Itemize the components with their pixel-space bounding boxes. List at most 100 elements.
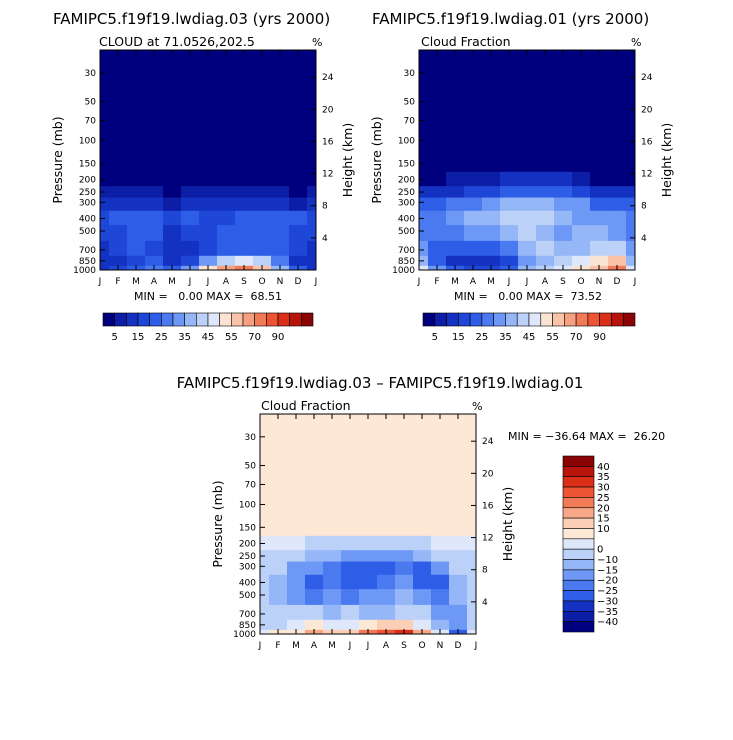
heatmap-cell (536, 224, 555, 241)
y-tick-label: 300 (398, 198, 415, 208)
colorbar-swatch (196, 312, 209, 327)
heatmap-cell (323, 588, 342, 605)
heatmap-cell (428, 210, 447, 226)
colorbar-swatch (562, 528, 595, 540)
x-tick-label: A (542, 277, 549, 287)
heatmap-cell (307, 265, 317, 271)
heatmap-cell (500, 171, 519, 187)
heatmap-cell (626, 240, 636, 256)
heatmap-cell (289, 185, 308, 198)
x-tick-label: J (417, 277, 421, 287)
heatmap-cell (500, 240, 519, 256)
heatmap-cell (217, 224, 236, 241)
heatmap-cell (536, 210, 555, 226)
heatmap-cell (289, 197, 308, 211)
heatmap-cell (377, 549, 396, 562)
x-tick-label: M (292, 641, 300, 651)
colorbar-swatch (562, 466, 595, 478)
title-panel-2: FAMIPC5.f19f19.lwdiag.01 (yrs 2000) (372, 10, 649, 28)
heatmap-cell (341, 514, 360, 536)
colorbar-label: −15 (597, 565, 618, 576)
x-tick-label: A (311, 641, 318, 651)
heatmap-cell (109, 185, 128, 198)
heatmap-cell (482, 255, 501, 266)
heatmap-cell (395, 561, 414, 575)
y-tick-label: 500 (398, 227, 415, 237)
heatmap-cell (428, 150, 447, 172)
colorbar: 5 15 25 35 45 55 70 90 (102, 312, 314, 343)
subtitle-panel-3: Cloud Fraction (261, 398, 351, 413)
y2-axis-title: Height (km) (340, 123, 355, 197)
heatmap-cell (395, 588, 414, 605)
heatmap-cell (307, 210, 317, 226)
heatmap-cell (536, 185, 555, 198)
heatmap-cell (181, 240, 200, 256)
colorbar-swatch (562, 497, 595, 509)
heatmap-cell (428, 185, 447, 198)
percent-label-2: % (631, 36, 641, 49)
x-tick-label: D (455, 641, 462, 651)
y-tick-label: 500 (239, 591, 256, 601)
colorbar-swatch (184, 312, 197, 327)
colorbar-label: 25 (597, 493, 610, 504)
y2-tick-label: 24 (482, 437, 494, 447)
heatmap-cell (482, 210, 501, 226)
heatmap-cell (449, 514, 468, 536)
heatmap-cell (482, 240, 501, 256)
heatmap-cell (199, 255, 218, 266)
heatmap-cell (413, 588, 432, 605)
y-tick-label: 1000 (392, 266, 415, 276)
y2-tick-label: 20 (322, 105, 334, 115)
heatmap-cell (163, 185, 182, 198)
colorbar-label: 30 (597, 483, 610, 494)
heatmap-cell (217, 240, 236, 256)
heatmap-cell (608, 240, 627, 256)
heatmap-cell (181, 224, 200, 241)
heatmap-cell (323, 561, 342, 575)
heatmap-cell (305, 588, 324, 605)
heatmap-cell (181, 210, 200, 226)
colorbar-swatch (254, 312, 267, 327)
heatmap-cell (269, 574, 288, 590)
colorbar-swatch (434, 312, 447, 327)
colorbar-swatch (458, 312, 471, 327)
heatmap-cell (572, 224, 591, 241)
heatmap-cell (572, 210, 591, 226)
heatmap-cell (377, 588, 396, 605)
heatmap-cell (287, 604, 306, 620)
heatmap-cell (305, 549, 324, 562)
colorbar-swatch (481, 312, 494, 327)
heatmap-cell (181, 197, 200, 211)
heatmap-cell (271, 210, 290, 226)
colorbar-swatch (172, 312, 185, 327)
y-tick-label: 850 (239, 621, 256, 631)
y-tick-label: 300 (239, 562, 256, 572)
heatmap-cell (163, 150, 182, 172)
colorbar-swatch (149, 312, 162, 327)
heatmap-cell (341, 549, 360, 562)
x-tick-label: J (525, 277, 529, 287)
heatmap-cell (431, 549, 450, 562)
heatmap-cell (145, 240, 164, 256)
heatmap-cell (467, 588, 477, 605)
colorbar-swatch (137, 312, 150, 327)
heatmap-cell (235, 240, 254, 256)
heatmap-cell (431, 561, 450, 575)
x-tick-label: M (132, 277, 140, 287)
subtitle-panel-1: CLOUD at 71.0526,202.5 (99, 34, 255, 49)
colorbar-swatch (562, 621, 595, 633)
heatmap-cell (323, 604, 342, 620)
y-tick-label: 200 (398, 175, 415, 185)
heatmap-cell (307, 171, 317, 187)
heatmap-cell (464, 224, 483, 241)
y-tick-label: 850 (398, 257, 415, 267)
heatmap-cell (235, 150, 254, 172)
heatmap-panel-1: J F M A M J J A S O N D J305070100150200250300400500… (50, 49, 355, 343)
heatmap-cell (608, 210, 627, 226)
x-tick-label: S (560, 277, 566, 287)
heatmap-cell (377, 561, 396, 575)
heatmap-cell (181, 150, 200, 172)
heatmap-cell (269, 514, 288, 536)
heatmap-cell (109, 255, 128, 266)
